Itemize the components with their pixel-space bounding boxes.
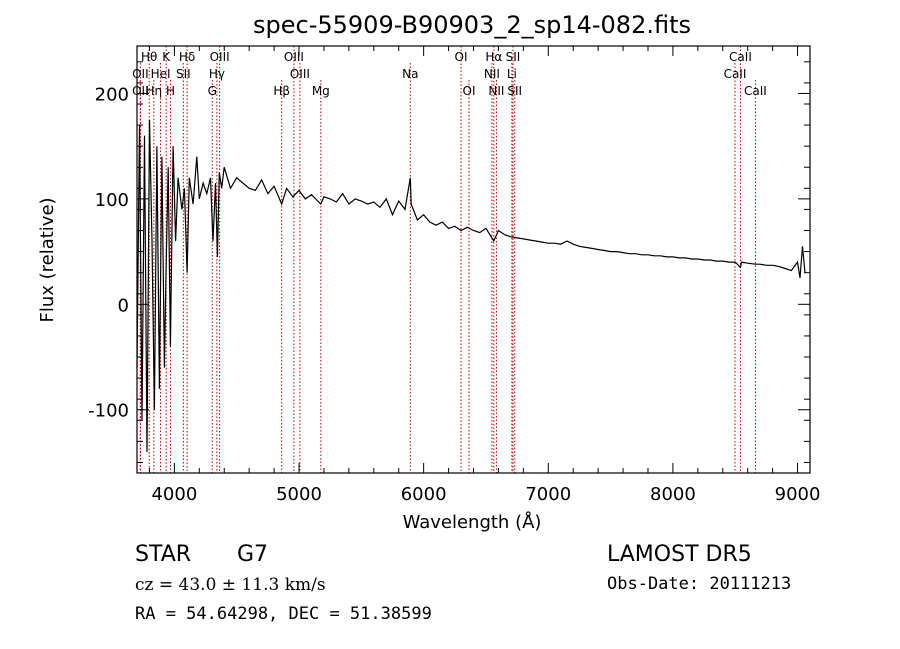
line-marker-label: HeI [151,67,171,81]
line-marker-label: Mg [312,84,330,98]
y-tick-label: -100 [88,401,129,422]
line-marker-label: NII [484,67,500,81]
x-tick-label: 5000 [276,484,322,505]
y-tick-label: 200 [95,84,129,105]
line-marker-label: Hη [146,84,163,98]
line-marker-label: OII [132,67,149,81]
line-marker-label: K [162,50,171,64]
line-marker-label: OIII [210,50,230,64]
sky-coordinates: RA = 54.64298, DEC = 51.38599 [135,604,432,624]
line-marker-label: NII [488,84,504,98]
observation-date: Obs-Date: 20111213 [607,574,791,594]
chart-title: spec-55909-B90903_2_sp14-082.fits [253,11,691,39]
line-marker-label: G [208,84,217,98]
line-marker-label: OII [132,84,149,98]
line-marker-label: SII [507,84,522,98]
line-marker-lines [139,46,756,473]
x-tick-label: 7000 [525,484,571,505]
line-marker-label: OI [463,84,476,98]
line-marker-label: H [166,84,175,98]
line-marker-label: Hθ [141,50,157,64]
line-marker-label: SII [506,50,521,64]
line-marker-label: Na [402,67,418,81]
x-tick-label: 6000 [401,484,447,505]
line-marker-label: OIII [284,50,304,64]
line-marker-label: SII [176,67,191,81]
redshift-velocity: cz = 43.0 ± 11.3 km/s [135,575,326,595]
line-marker-label: CaII [744,84,767,98]
x-tick-label: 9000 [775,484,821,505]
line-marker-label: CaII [724,67,747,81]
spectrum-line [136,119,806,452]
object-class: STAR [135,542,191,567]
x-axis-label: Wavelength (Å) [403,511,542,533]
y-axis-label: Flux (relative) [37,197,58,322]
line-marker-label: OI [455,50,468,64]
line-marker-label: Li [507,67,517,81]
y-tick-label: 100 [95,190,129,211]
line-marker-label: OIII [290,67,310,81]
y-axis: -100 0 100 200 [88,61,810,463]
line-marker-label: Hβ [273,84,290,98]
survey-name: LAMOST DR5 [607,542,752,567]
object-subclass: G7 [237,542,268,567]
x-tick-label: 4000 [151,484,197,505]
y-tick-label: 0 [118,295,129,316]
x-tick-label: 8000 [650,484,696,505]
line-marker-label: Hα [485,50,502,64]
line-marker-label: Hδ [179,50,195,64]
x-axis: 4000 5000 6000 7000 8000 9000 [148,46,821,505]
line-marker-label: CaII [729,50,752,64]
line-marker-label: Hγ [209,67,225,81]
